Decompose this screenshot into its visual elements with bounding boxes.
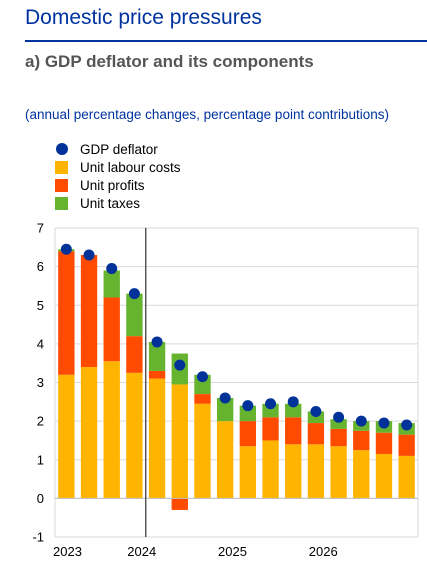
legend-label-gdp-deflator: GDP deflator xyxy=(80,141,158,157)
x-tick-label: 2023 xyxy=(53,544,82,559)
bar-unit-taxes xyxy=(103,270,120,298)
bar-unit-taxes xyxy=(239,405,257,422)
bar-unit-taxes xyxy=(307,411,325,424)
dot-gdp-deflator xyxy=(242,400,254,412)
y-tick-label: -1 xyxy=(32,530,44,545)
bar-unit-profits xyxy=(171,498,188,510)
dot-gdp-deflator xyxy=(265,398,277,410)
dot-gdp-deflator xyxy=(355,415,367,427)
y-tick-label: 3 xyxy=(37,375,44,390)
bar-unit-profits xyxy=(194,394,211,404)
y-tick-label: 7 xyxy=(37,221,44,236)
chart-title: a) GDP deflator and its components xyxy=(25,52,314,71)
bar-unit-labour-costs xyxy=(285,444,302,499)
dot-gdp-deflator xyxy=(60,243,72,255)
y-tick-label: 2 xyxy=(37,414,44,429)
bar-unit-taxes xyxy=(285,403,302,418)
y-tick-label: 6 xyxy=(37,259,44,274)
bar-unit-labour-costs xyxy=(307,444,325,499)
bar-unit-labour-costs xyxy=(239,446,257,499)
bar-unit-taxes xyxy=(148,341,166,371)
bar-unit-labour-costs xyxy=(330,446,347,499)
title-rule xyxy=(25,40,427,42)
chart-plot: -1 0 1 2 3 4 5 6 7 2023 2024 2025 2026 xyxy=(32,221,419,559)
bar-unit-labour-costs xyxy=(171,384,188,499)
dot-gdp-deflator xyxy=(378,417,390,429)
bar-unit-profits xyxy=(103,297,120,362)
bar-unit-taxes xyxy=(126,293,143,337)
dot-gdp-deflator xyxy=(151,336,163,348)
x-tick-label: 2026 xyxy=(309,544,338,559)
bar-unit-labour-costs xyxy=(398,455,415,499)
bar-unit-profits xyxy=(262,417,279,441)
legend-marker-gdp-deflator xyxy=(56,143,68,155)
bar-unit-profits xyxy=(375,432,393,454)
bar-unit-profits xyxy=(353,430,370,451)
bar-unit-profits xyxy=(80,255,98,368)
dot-gdp-deflator xyxy=(174,359,186,371)
y-tick-label: 1 xyxy=(37,452,44,467)
bar-unit-taxes xyxy=(330,419,347,429)
dot-gdp-deflator xyxy=(196,371,208,383)
bar-unit-profits xyxy=(307,423,325,445)
bar-unit-profits xyxy=(126,336,143,373)
bar-unit-taxes xyxy=(216,397,234,422)
dot-gdp-deflator xyxy=(401,419,413,431)
y-tick-label: 0 xyxy=(37,491,44,506)
legend-marker-unit-taxes xyxy=(55,196,68,210)
y-tick-label: 5 xyxy=(37,298,44,313)
bar-unit-profits xyxy=(148,370,166,379)
bar-unit-labour-costs xyxy=(194,403,211,499)
legend-label-unit-taxes: Unit taxes xyxy=(80,195,141,211)
chart-legend: GDP deflator Unit labour costs Unit prof… xyxy=(55,140,181,212)
bar-unit-profits xyxy=(398,434,415,456)
dot-gdp-deflator xyxy=(83,249,95,261)
legend-label-unit-profits: Unit profits xyxy=(80,177,145,193)
dot-gdp-deflator xyxy=(219,392,231,404)
bar-unit-labour-costs xyxy=(216,421,234,499)
legend-item-gdp-deflator: GDP deflator xyxy=(55,140,181,158)
bar-unit-labour-costs xyxy=(148,378,166,499)
bar-unit-labour-costs xyxy=(58,374,75,499)
legend-label-unit-labour-costs: Unit labour costs xyxy=(80,159,181,175)
bar-unit-labour-costs xyxy=(103,361,120,499)
bar-unit-profits xyxy=(239,421,257,447)
bar-unit-labour-costs xyxy=(80,367,98,499)
bar-unit-profits xyxy=(58,251,75,375)
legend-marker-unit-profits xyxy=(55,178,68,192)
chart-subtitle: (annual percentage changes, percentage p… xyxy=(25,107,389,122)
legend-item-unit-profits: Unit profits xyxy=(55,176,181,194)
legend-marker-unit-labour-costs xyxy=(55,160,68,174)
bar-unit-labour-costs xyxy=(262,440,279,499)
x-tick-label: 2024 xyxy=(127,544,156,559)
bar-unit-labour-costs xyxy=(353,450,370,499)
dot-gdp-deflator xyxy=(128,288,140,300)
page-title: Domestic price pressures xyxy=(25,6,262,29)
legend-item-unit-labour-costs: Unit labour costs xyxy=(55,158,181,176)
legend-item-unit-taxes: Unit taxes xyxy=(55,194,181,212)
bar-unit-profits xyxy=(330,428,347,447)
bar-unit-profits xyxy=(285,417,302,445)
bar-unit-labour-costs xyxy=(375,453,393,499)
dot-gdp-deflator xyxy=(106,263,118,275)
dot-gdp-deflator xyxy=(287,396,299,408)
dot-gdp-deflator xyxy=(333,411,345,423)
bar-unit-labour-costs xyxy=(126,372,143,499)
dot-gdp-deflator xyxy=(310,405,322,417)
y-tick-label: 4 xyxy=(37,336,44,351)
x-tick-label: 2025 xyxy=(218,544,247,559)
